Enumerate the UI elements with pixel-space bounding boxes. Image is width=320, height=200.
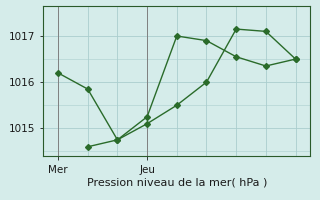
X-axis label: Pression niveau de la mer( hPa ): Pression niveau de la mer( hPa ) xyxy=(87,178,267,188)
